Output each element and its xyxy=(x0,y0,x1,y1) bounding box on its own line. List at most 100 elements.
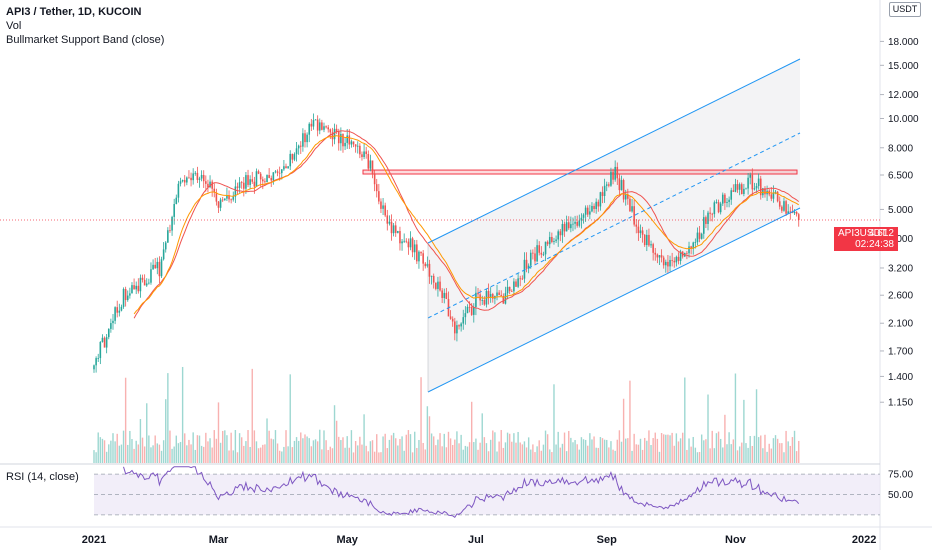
volume-bar xyxy=(555,444,557,463)
volume-bar xyxy=(143,446,146,463)
volume-bar xyxy=(684,377,686,463)
volume-bar xyxy=(253,430,256,463)
candle-body xyxy=(354,144,357,147)
volume-bar xyxy=(711,430,713,463)
volume-bar xyxy=(281,451,283,463)
volume-bar xyxy=(209,438,211,463)
candle-body xyxy=(110,323,112,329)
volume-bar xyxy=(641,449,644,463)
candle-body xyxy=(785,201,787,214)
candle-body xyxy=(633,206,635,225)
candle-body xyxy=(205,181,207,184)
candle-body xyxy=(789,211,792,213)
volume-bar xyxy=(599,437,602,463)
parallel-channel[interactable] xyxy=(427,58,801,393)
candle-body xyxy=(314,119,317,121)
volume-bar xyxy=(639,438,642,463)
volume-bar xyxy=(169,430,171,463)
candle-body xyxy=(612,171,614,180)
candle-body xyxy=(350,141,353,145)
volume-bar xyxy=(447,431,450,463)
volume-bar xyxy=(789,445,791,463)
volume-bar xyxy=(798,440,800,463)
candle-body xyxy=(234,186,237,197)
volume-legend[interactable]: Vol xyxy=(6,20,22,32)
volume-bar xyxy=(401,436,403,463)
volume-bar xyxy=(175,435,177,463)
candle-body xyxy=(646,234,648,246)
volume-bar xyxy=(521,444,524,463)
candle-body xyxy=(692,242,695,249)
volume-bar xyxy=(549,449,551,463)
volume-bar xyxy=(184,433,186,463)
candle-body xyxy=(548,236,551,245)
candle-body xyxy=(462,317,465,324)
symbol-title[interactable]: API3 / Tether, 1D, KUCOIN xyxy=(6,6,142,18)
volume-bar xyxy=(217,402,220,463)
candle-body xyxy=(635,224,638,227)
volume-bar xyxy=(411,452,414,463)
candle-body xyxy=(297,145,300,149)
volume-bar xyxy=(333,405,336,463)
candle-body xyxy=(639,230,642,234)
candle-body xyxy=(774,191,777,193)
candle-body xyxy=(289,153,292,167)
candle-body xyxy=(504,293,507,304)
volume-bar xyxy=(177,443,180,463)
candle-body xyxy=(686,252,688,254)
volume-bar xyxy=(625,438,627,463)
candlesticks xyxy=(93,113,800,373)
candle-body xyxy=(489,294,492,298)
candle-body xyxy=(272,172,275,181)
volume-bar xyxy=(268,430,270,463)
candle-body xyxy=(627,194,629,199)
candle-body xyxy=(781,206,783,211)
volume-bar xyxy=(462,449,464,463)
candle-body xyxy=(384,205,386,216)
candle-body xyxy=(240,182,243,184)
rsi-legend[interactable]: RSI (14, close) xyxy=(6,471,79,483)
volume-bar xyxy=(646,440,648,463)
candle-body xyxy=(167,230,169,243)
candle-body xyxy=(340,134,342,144)
volume-bar xyxy=(357,445,359,463)
candle-body xyxy=(308,123,311,135)
candle-body xyxy=(97,358,100,359)
price-tag-price: 4.612 xyxy=(868,228,894,239)
candle-body xyxy=(662,257,665,266)
volume-bar xyxy=(675,433,678,463)
volume-bar xyxy=(532,444,534,463)
candle-body xyxy=(574,221,576,224)
candle-body xyxy=(717,202,720,213)
candle-body xyxy=(696,232,699,243)
candle-body xyxy=(719,203,722,213)
volume-bar xyxy=(192,432,194,463)
volume-bar xyxy=(154,435,156,463)
volume-bar xyxy=(776,438,779,463)
volume-bar xyxy=(536,446,538,463)
currency-label[interactable]: USDT xyxy=(889,2,921,17)
candle-body xyxy=(521,278,524,280)
candle-body xyxy=(375,184,378,192)
candle-body xyxy=(698,232,701,239)
candle-body xyxy=(515,281,517,287)
volume-bar xyxy=(452,444,454,463)
volume-bar xyxy=(473,442,475,463)
candle-body xyxy=(603,185,606,197)
candle-body xyxy=(154,264,156,269)
band-legend[interactable]: Bullmarket Support Band (close) xyxy=(6,34,165,46)
candle-body xyxy=(586,207,589,215)
volume-bar xyxy=(103,440,106,463)
candle-body xyxy=(287,166,289,169)
candle-body xyxy=(221,199,224,201)
volume-bar xyxy=(112,433,114,463)
candle-body xyxy=(262,179,264,182)
candle-body xyxy=(359,145,361,155)
candle-body xyxy=(529,252,532,266)
volume-bar xyxy=(542,444,545,463)
volume-bar xyxy=(289,374,291,463)
candle-body xyxy=(139,277,142,292)
candle-body xyxy=(105,337,108,348)
volume-bar xyxy=(378,452,380,463)
